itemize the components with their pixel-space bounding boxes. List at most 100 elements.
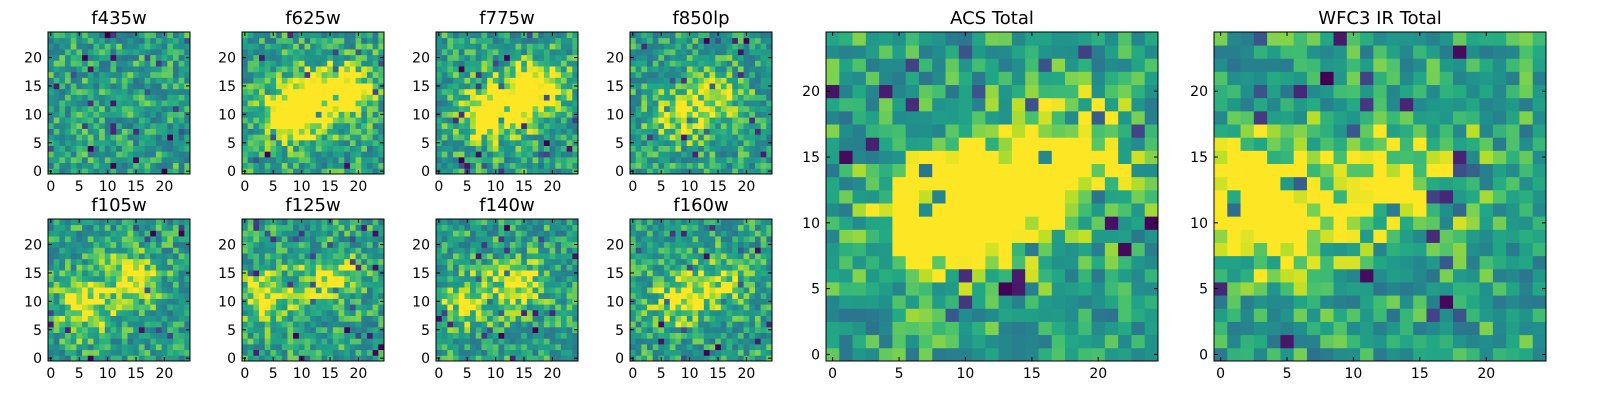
heatmap-cell [150, 71, 157, 78]
heatmap-cell [150, 145, 157, 152]
heatmap-cell [698, 71, 705, 78]
heatmap-cell [686, 60, 693, 67]
heatmap-cell [378, 258, 385, 265]
heatmap-cell [509, 94, 516, 101]
heatmap-cell [447, 332, 454, 339]
heatmap-cell [754, 275, 762, 282]
heatmap-cell [87, 156, 94, 164]
heatmap-cell [543, 275, 550, 282]
heatmap-cell [475, 162, 482, 169]
heatmap-cell [509, 304, 516, 311]
heatmap-cell [121, 66, 128, 73]
y-tick-label: 10 [412, 107, 430, 123]
heatmap-cell [133, 281, 140, 288]
heatmap-cell [315, 338, 322, 345]
heatmap-cell [669, 292, 676, 299]
heatmap-cell [276, 241, 283, 248]
heatmap-cell [453, 100, 460, 107]
heatmap-cell [566, 60, 573, 67]
heatmap-cell [732, 326, 739, 333]
heatmap-cell [150, 241, 157, 248]
heatmap-cell [53, 332, 60, 339]
heatmap-cell [470, 32, 477, 39]
heatmap-cell [127, 128, 134, 135]
heatmap-cell [65, 326, 72, 333]
heatmap-cell [675, 355, 682, 362]
heatmap-cell [481, 309, 488, 316]
heatmap-cell [127, 105, 134, 112]
heatmap-cell [669, 117, 676, 124]
heatmap-cell [150, 139, 157, 146]
heatmap-cell [749, 287, 756, 294]
heatmap-cell [161, 236, 168, 243]
heatmap-cell [732, 77, 739, 84]
heatmap-cell [349, 54, 356, 61]
heatmap-cell [298, 105, 305, 112]
heatmap-cell [504, 292, 511, 299]
heatmap-cell [754, 287, 762, 294]
heatmap-cell [464, 281, 471, 288]
heatmap-cell [441, 77, 448, 84]
heatmap-cell [487, 355, 494, 362]
heatmap-cell [116, 162, 123, 169]
heatmap-cell [737, 117, 744, 124]
heatmap-cell [144, 230, 151, 237]
heatmap-cell [293, 168, 300, 175]
heatmap-cell [184, 60, 191, 67]
heatmap-cell [703, 145, 710, 152]
heatmap-cell [726, 315, 733, 322]
heatmap-cell [766, 162, 773, 169]
heatmap-cell [315, 309, 322, 316]
heatmap-cell [361, 275, 368, 282]
heatmap-cell [487, 145, 494, 152]
heatmap-cell [242, 236, 249, 243]
heatmap-cell [475, 230, 482, 237]
heatmap-cell [487, 247, 494, 254]
heatmap-cell [652, 32, 659, 39]
heatmap-cell [760, 66, 767, 73]
heatmap-cell [247, 241, 254, 248]
heatmap-cell [93, 60, 100, 67]
heatmap-cell [481, 128, 488, 135]
heatmap-cell [647, 275, 654, 282]
heatmap-cell [641, 117, 648, 124]
heatmap-cell [253, 338, 260, 345]
heatmap-cell [310, 275, 317, 282]
heatmap-cell [167, 304, 174, 311]
heatmap-cell [93, 230, 100, 237]
heatmap-cell [526, 43, 533, 50]
heatmap-cell [566, 71, 573, 78]
heatmap-cell [543, 349, 550, 356]
heatmap-cell [492, 71, 499, 78]
heatmap-cell [247, 309, 254, 316]
heatmap-cell [116, 236, 123, 243]
heatmap-cell [538, 270, 545, 277]
heatmap-cell [504, 224, 511, 231]
heatmap-cell [167, 37, 174, 44]
heatmap-cell [361, 298, 368, 305]
heatmap-cell [709, 71, 716, 78]
heatmap-cell [749, 60, 756, 67]
heatmap-cell [298, 54, 305, 61]
heatmap-cell [150, 77, 157, 84]
heatmap-cell [361, 66, 368, 73]
heatmap-cell [630, 349, 637, 356]
heatmap-cell [526, 315, 533, 322]
heatmap-cell [475, 298, 482, 305]
heatmap-cell [242, 332, 249, 339]
heatmap-cell [447, 298, 454, 305]
heatmap-cell [754, 292, 762, 299]
heatmap-cell [566, 219, 573, 226]
heatmap-cell [760, 315, 767, 322]
heatmap-cell [692, 281, 699, 288]
heatmap-cell [59, 168, 66, 175]
heatmap-cell [121, 270, 128, 277]
y-tick-label: 10 [606, 107, 624, 123]
heatmap-cell [264, 117, 271, 124]
heatmap-cell [110, 88, 117, 95]
heatmap-cell [150, 253, 157, 260]
heatmap-cell [172, 270, 180, 277]
heatmap-cell [127, 219, 134, 226]
heatmap-cell [82, 71, 89, 78]
heatmap-cell [298, 292, 305, 299]
